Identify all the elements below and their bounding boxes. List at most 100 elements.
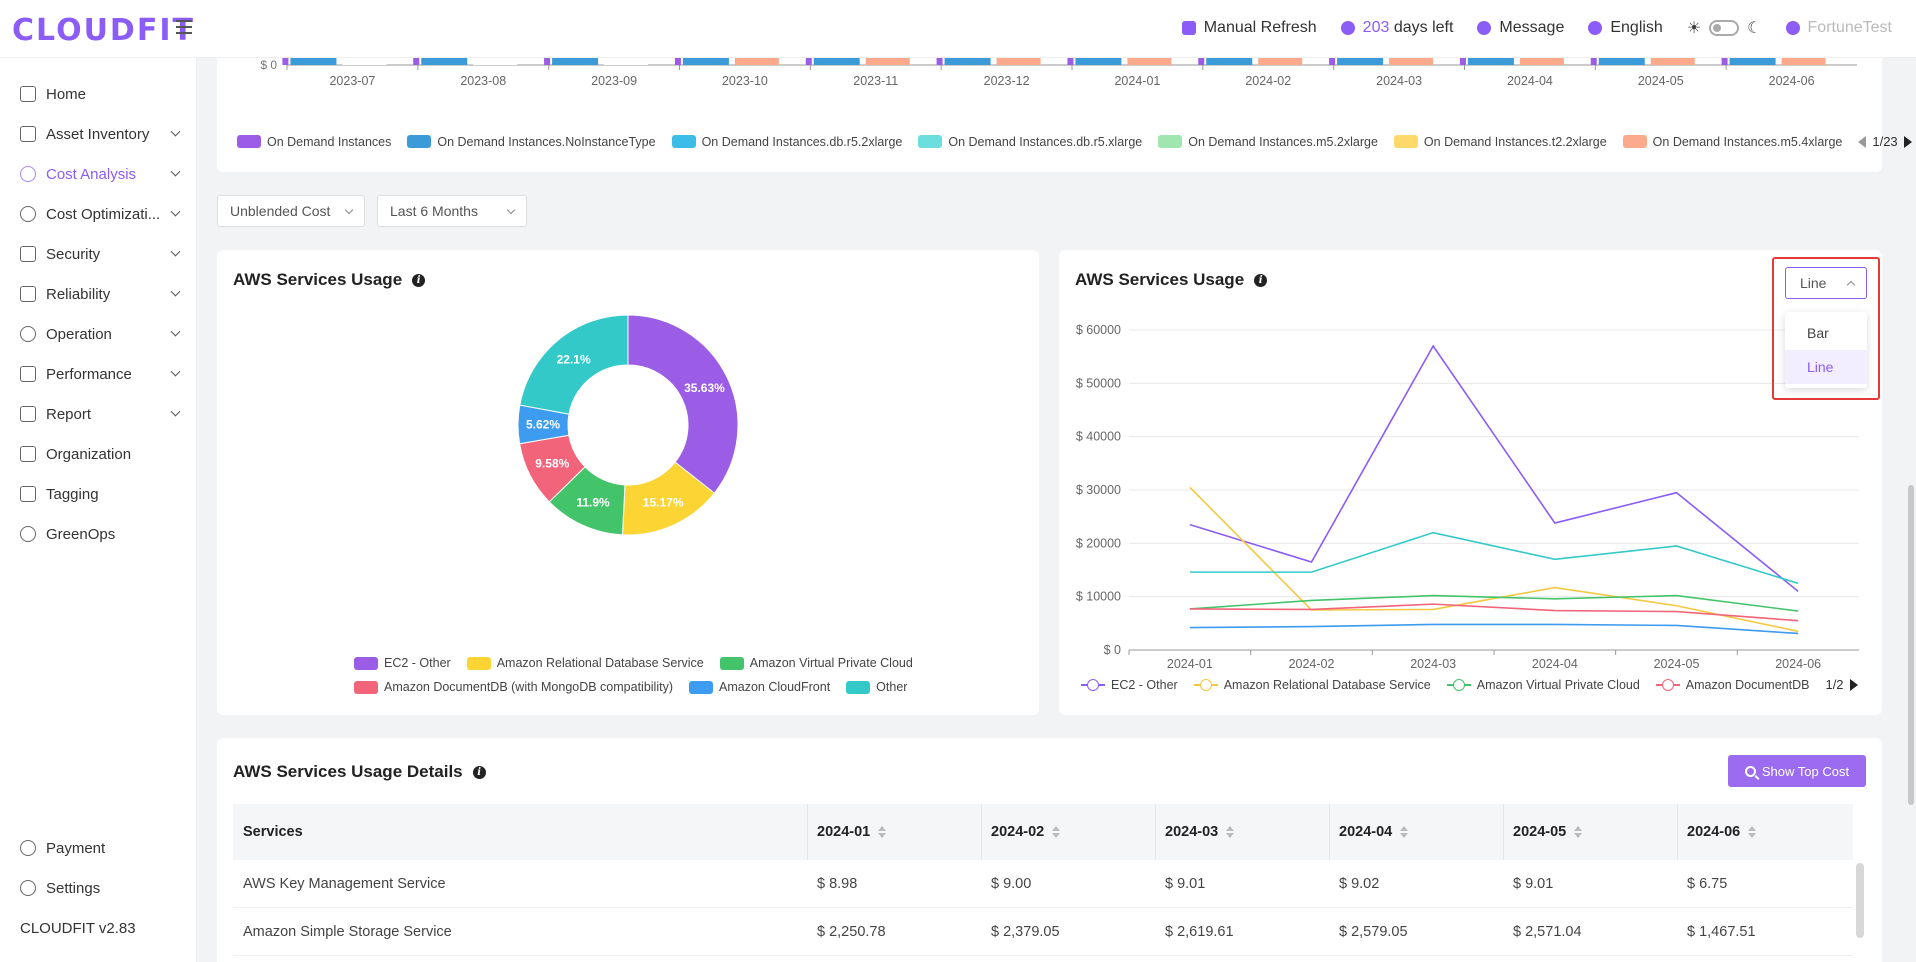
x-tick-label: 2024-03 <box>1410 657 1456 671</box>
sidebar-item-home[interactable]: Home <box>0 74 197 114</box>
chart-type-option-bar[interactable]: Bar <box>1807 325 1829 341</box>
legend-item[interactable]: On Demand Instances.NoInstanceType <box>407 135 656 149</box>
menu-toggle-icon[interactable] <box>176 20 192 34</box>
leaf-icon <box>20 526 36 542</box>
user-menu[interactable]: FortuneTest <box>1785 19 1892 37</box>
sidebar-item-cost-analysis[interactable]: Cost Analysis <box>0 154 197 194</box>
sort-icon[interactable] <box>1226 826 1235 838</box>
legend-item[interactable]: On Demand Instances.db.r5.xlarge <box>918 135 1142 149</box>
next-page-icon[interactable] <box>1903 135 1912 148</box>
legend-swatch <box>918 135 943 148</box>
sidebar-item-label: Reliability <box>46 285 111 303</box>
sidebar-item-reliability[interactable]: Reliability <box>0 274 197 314</box>
sidebar-item-security[interactable]: Security <box>0 234 197 274</box>
message-button[interactable]: Message <box>1477 19 1564 37</box>
column-header-month[interactable]: 2024-03 <box>1155 804 1235 860</box>
sort-icon[interactable] <box>1400 826 1409 838</box>
table-row[interactable]: Amazon Simple Storage Service $ 2,250.78… <box>233 908 1853 956</box>
legend-item[interactable]: On Demand Instances <box>237 135 391 149</box>
sidebar-item-settings[interactable]: Settings <box>0 868 197 908</box>
legend-item[interactable]: Other <box>846 680 907 694</box>
table-cell: $ 2,250.78 <box>817 924 886 940</box>
legend-item[interactable]: On Demand Instances.m5.2xlarge <box>1158 135 1378 149</box>
legend-item[interactable]: Amazon CloudFront <box>689 680 830 694</box>
x-tick-label: 2023-09 <box>591 74 637 88</box>
sidebar-item-tagging[interactable]: Tagging <box>0 474 197 514</box>
x-tick-label: 2024-03 <box>1376 74 1422 88</box>
cost-type-select[interactable]: Unblended Cost <box>217 195 365 227</box>
table-cell: $ 9.00 <box>991 876 1032 892</box>
manual-refresh-button[interactable]: Manual Refresh <box>1181 19 1317 37</box>
info-icon[interactable]: i <box>472 765 486 779</box>
legend-item[interactable]: EC2 - Other <box>1081 678 1178 692</box>
sidebar-item-operation[interactable]: Operation <box>0 314 197 354</box>
series-line[interactable] <box>1189 594 1799 612</box>
sort-icon[interactable] <box>878 826 887 838</box>
org-chart-icon <box>20 446 36 462</box>
y-tick-label: $ 10000 <box>1076 590 1121 604</box>
series-line[interactable] <box>1189 603 1799 622</box>
series-line[interactable] <box>1189 344 1799 592</box>
inventory-icon <box>20 126 36 142</box>
sidebar-item-payment[interactable]: Payment <box>0 828 197 868</box>
series-line[interactable] <box>1189 486 1799 633</box>
chart-type-select[interactable]: Line <box>1785 267 1867 299</box>
legend-item[interactable]: EC2 - Other <box>354 656 451 670</box>
series-line[interactable] <box>1189 531 1799 585</box>
period-select[interactable]: Last 6 Months <box>377 195 527 227</box>
sidebar-item-performance[interactable]: Performance <box>0 354 197 394</box>
column-header-month[interactable]: 2024-02 <box>981 804 1061 860</box>
show-top-cost-button[interactable]: Show Top Cost <box>1728 755 1866 787</box>
info-icon[interactable]: i <box>1254 273 1268 287</box>
column-header-services[interactable]: Services <box>233 804 303 860</box>
home-icon <box>20 86 36 102</box>
donut-slice[interactable] <box>627 314 739 494</box>
sidebar-item-report[interactable]: Report <box>0 394 197 434</box>
legend-label: On Demand Instances.m5.4xlarge <box>1652 134 1843 149</box>
language-selector[interactable]: English <box>1588 19 1663 37</box>
legend-item[interactable]: Amazon Virtual Private Cloud <box>719 656 913 670</box>
legend-swatch <box>237 135 261 148</box>
sidebar-item-organization[interactable]: Organization <box>0 434 197 474</box>
legend-item[interactable]: On Demand Instances.db.r5.2xlarge <box>671 135 902 149</box>
column-header-month[interactable]: 2024-01 <box>807 804 887 860</box>
column-header-month[interactable]: 2024-04 <box>1329 804 1409 860</box>
info-icon[interactable]: i <box>412 273 426 287</box>
days-left-indicator: 203 days left <box>1340 19 1453 37</box>
sidebar-item-greenops[interactable]: GreenOps <box>0 514 197 554</box>
sort-icon[interactable] <box>1748 826 1757 838</box>
legend-item[interactable]: On Demand Instances.m5.4xlarge <box>1622 134 1843 149</box>
series-line[interactable] <box>1189 623 1799 635</box>
sort-icon[interactable] <box>1574 826 1583 838</box>
logo[interactable]: CLOUDFIT <box>12 13 195 48</box>
next-page-icon[interactable] <box>1849 678 1858 691</box>
donut-slice[interactable] <box>519 314 629 415</box>
legend-item[interactable]: On Demand Instances.t2.2xlarge <box>1393 135 1607 149</box>
legend-item[interactable]: Amazon DocumentDB <box>1655 678 1809 692</box>
prev-page-icon[interactable] <box>1858 135 1867 148</box>
column-divider <box>981 804 982 860</box>
table-cell: $ 9.01 <box>1165 876 1206 892</box>
sidebar-item-asset-inventory[interactable]: Asset Inventory <box>0 114 197 154</box>
sidebar-item-cost-optimization[interactable]: Cost Optimizati... <box>0 194 197 234</box>
legend-swatch <box>671 135 696 148</box>
pie-legend: EC2 - Other Amazon Relational Database Se… <box>354 656 929 670</box>
legend-item[interactable]: Amazon Relational Database Service <box>466 656 704 670</box>
line-chart: $ 0 $ 10000 $ 20000 $ 30000 $ 40000 $ 50000 $ … <box>1076 323 1859 671</box>
table-scrollbar[interactable] <box>1856 863 1864 938</box>
legend-item[interactable]: Amazon DocumentDB (with MongoDB compatib… <box>354 680 673 694</box>
theme-toggle[interactable] <box>1709 20 1740 36</box>
page-scrollbar[interactable] <box>1908 485 1914 805</box>
legend-item[interactable]: Amazon Virtual Private Cloud <box>1446 678 1640 692</box>
column-header-month[interactable]: 2024-05 <box>1503 804 1583 860</box>
slice-label: 15.17% <box>643 495 684 509</box>
chevron-down-icon <box>170 286 181 297</box>
table-row[interactable]: AWS Key Management Service $ 8.98 $ 9.00… <box>233 860 1853 908</box>
chart-type-option-line[interactable]: Line <box>1785 350 1867 384</box>
theme-switch[interactable]: ☀ ☾ <box>1687 18 1762 38</box>
legend-pager: 1/23 <box>1858 134 1912 149</box>
sort-icon[interactable] <box>1052 826 1061 838</box>
legend-item[interactable]: Amazon Relational Database Service <box>1193 678 1431 692</box>
table-cell: $ 9.02 <box>1339 876 1380 892</box>
column-header-month[interactable]: 2024-06 <box>1677 804 1757 860</box>
